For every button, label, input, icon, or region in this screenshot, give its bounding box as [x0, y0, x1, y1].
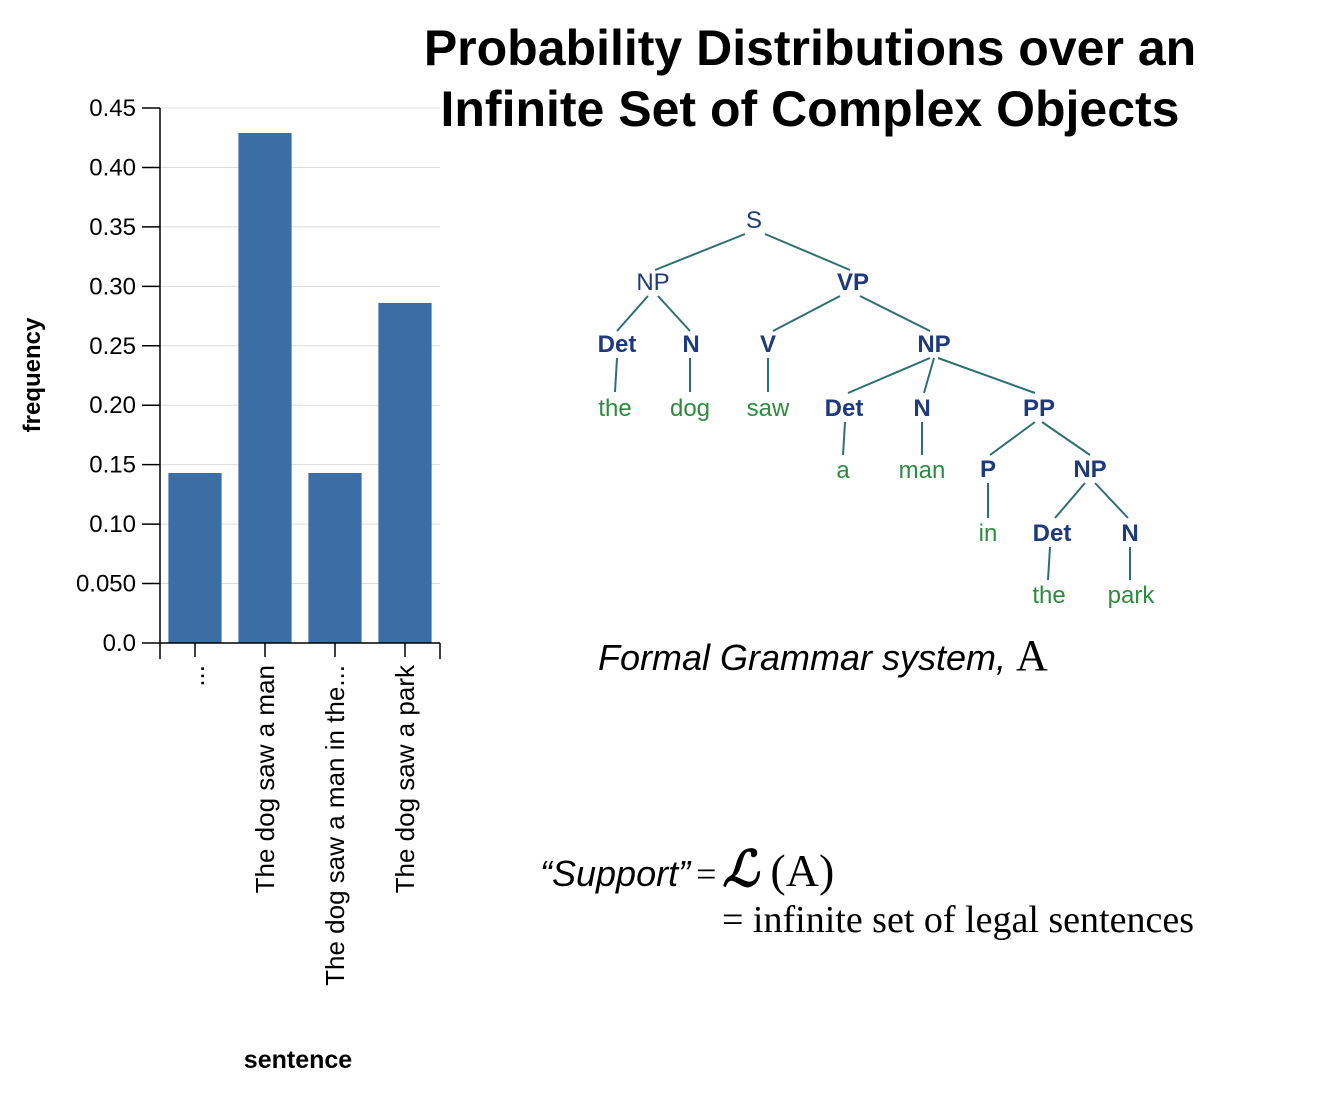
- tree-node-n: N: [913, 395, 930, 422]
- support-definition: = infinite set of legal sentences: [722, 899, 1194, 941]
- tree-edge: [1041, 421, 1091, 456]
- y-axis-title: frequency: [19, 317, 46, 432]
- tree-word: dog: [670, 395, 710, 422]
- tree-edge: [654, 233, 746, 271]
- support-quote: “Support”: [540, 853, 691, 894]
- caption-text: Formal Grammar system,: [598, 637, 1007, 678]
- tree-word: saw: [747, 395, 790, 422]
- slide-title: Probability Distributions over an Infini…: [330, 18, 1290, 140]
- tree-word: the: [598, 395, 631, 422]
- bar: [378, 302, 432, 643]
- tree-edge: [859, 295, 931, 332]
- tree-nonterminals: S NP VP Det N V NP Det N PP P NP Det N: [598, 207, 1139, 547]
- y-axis-ticks: 0.0 0.050 0.10 0.15 0.20 0.25 0.30 0.35 0.40 0.45: [76, 95, 160, 657]
- tree-word: in: [979, 520, 998, 547]
- bar: [308, 472, 362, 643]
- x-tick-label: The dog saw a man in the...: [320, 665, 350, 986]
- tree-node-det: Det: [1033, 520, 1072, 547]
- tree-node-n: N: [1121, 520, 1138, 547]
- tree-node-det: Det: [825, 395, 864, 422]
- tree-edge: [772, 295, 841, 332]
- y-tick-label: 0.0: [103, 630, 136, 657]
- tree-terminals: the dog saw a man in the park: [598, 395, 1155, 609]
- tree-word: man: [899, 457, 946, 484]
- tree-node-det: Det: [598, 331, 637, 358]
- tree-node-pp: PP: [1023, 395, 1055, 422]
- chart-axes: [159, 108, 441, 659]
- tree-edge: [1047, 546, 1051, 581]
- support-equation: “Support” = ℒ (A): [540, 840, 834, 898]
- bar: [238, 132, 292, 643]
- y-tick-label: 0.050: [76, 571, 136, 598]
- caption-symbol: A: [1016, 631, 1048, 680]
- tree-edge: [937, 357, 1036, 394]
- y-tick-label: 0.25: [89, 333, 136, 360]
- x-tick-label: The dog saw a park: [390, 664, 420, 893]
- tree-edge: [1094, 482, 1129, 519]
- y-tick-label: 0.30: [89, 273, 136, 300]
- tree-node-n: N: [682, 331, 699, 358]
- tree-word: park: [1108, 582, 1156, 609]
- x-tick-label: The dog saw a man: [250, 665, 280, 893]
- tree-node-np: NP: [636, 269, 669, 296]
- y-tick-label: 0.35: [89, 214, 136, 241]
- title-line-2: Infinite Set of Complex Objects: [440, 81, 1180, 137]
- tree-edge: [989, 421, 1036, 456]
- support-equals: =: [696, 854, 717, 894]
- x-tick-label: ...: [180, 665, 210, 687]
- x-axis-title: sentence: [244, 1046, 352, 1074]
- title-line-1: Probability Distributions over an: [423, 20, 1197, 76]
- tree-node-p: P: [980, 456, 996, 483]
- tree-edge: [842, 421, 846, 456]
- y-tick-label: 0.40: [89, 154, 136, 181]
- y-tick-label: 0.15: [89, 452, 136, 479]
- tree-edge: [923, 357, 935, 394]
- tree-node-vp: VP: [837, 269, 869, 296]
- bar: [168, 472, 222, 643]
- tree-edges: [614, 233, 1131, 581]
- language-symbol: ℒ: [722, 841, 759, 897]
- tree-edge: [614, 357, 618, 393]
- y-tick-label: 0.45: [89, 95, 136, 122]
- tree-word: a: [836, 457, 850, 484]
- tree-word: the: [1032, 582, 1065, 609]
- x-axis-ticks: ... The dog saw a man The dog saw a man in…: [180, 643, 420, 986]
- tree-node-v: V: [760, 331, 776, 358]
- tree-edge: [616, 295, 649, 332]
- tree-edge: [764, 233, 851, 271]
- chart-bars: [168, 132, 432, 643]
- frequency-bar-chart: 0.0 0.050 0.10 0.15 0.20 0.25 0.30 0.35 0.40 0.45…: [19, 95, 441, 1074]
- tree-edge: [847, 357, 931, 394]
- tree-node-np: NP: [917, 331, 950, 358]
- tree-node-np: NP: [1073, 456, 1106, 483]
- y-tick-label: 0.10: [89, 511, 136, 538]
- grammar-caption: Formal Grammar system, A: [598, 630, 1048, 681]
- support-argument: (A): [770, 845, 835, 896]
- tree-edge: [657, 295, 691, 332]
- y-tick-label: 0.20: [89, 392, 136, 419]
- tree-node-s: S: [746, 207, 762, 234]
- tree-edge: [1054, 482, 1086, 519]
